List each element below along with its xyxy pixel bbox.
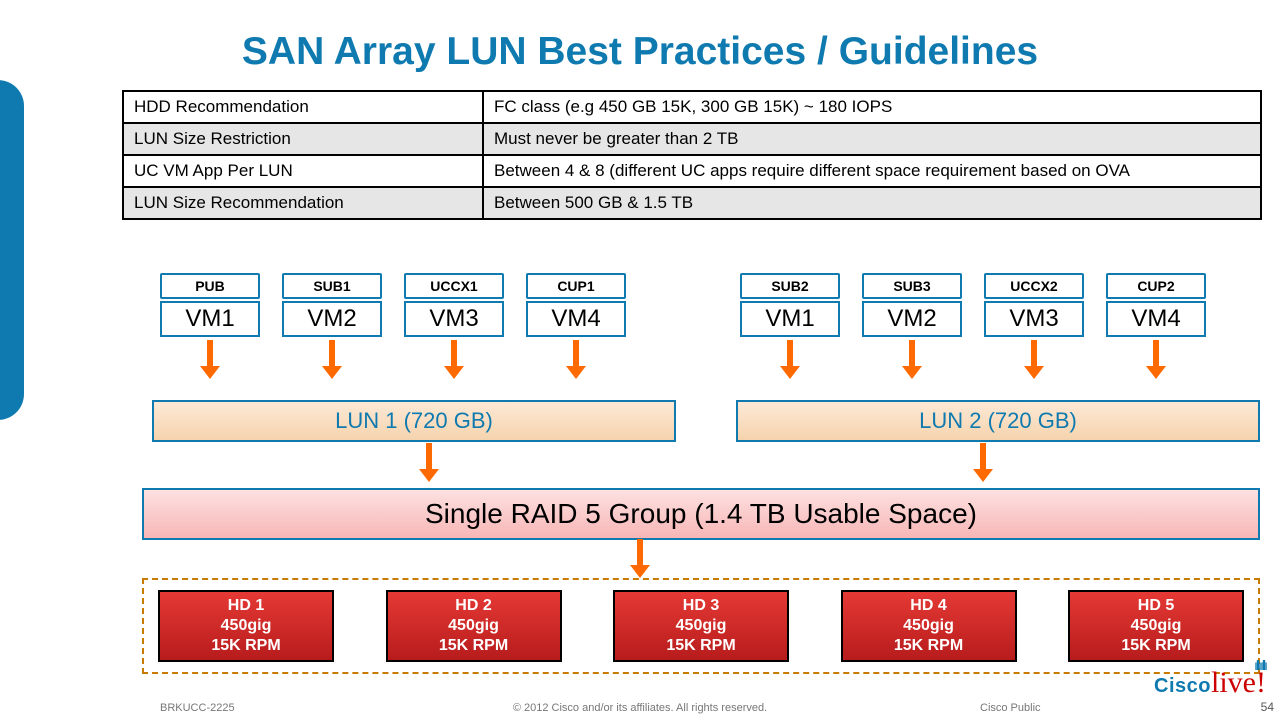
vm-box: VM1	[740, 301, 840, 337]
table-cell-value: Must never be greater than 2 TB	[483, 123, 1261, 155]
vm-column: CUP1 VM4	[526, 273, 626, 379]
lun-row: LUN 1 (720 GB) LUN 2 (720 GB)	[152, 400, 1260, 442]
table-row: HDD Recommendation FC class (e.g 450 GB …	[123, 91, 1261, 123]
vm-tag: CUP1	[526, 273, 626, 299]
hd-line: 450gig	[615, 616, 787, 636]
hd-line: 450gig	[1070, 616, 1242, 636]
table-cell-label: HDD Recommendation	[123, 91, 483, 123]
arrow-down-icon	[1106, 340, 1206, 379]
arrow-down-icon	[984, 340, 1084, 379]
hd-line: 15K RPM	[1070, 636, 1242, 656]
hd-line: 15K RPM	[388, 636, 560, 656]
table-row: LUN Size Restriction Must never be great…	[123, 123, 1261, 155]
table-cell-value: FC class (e.g 450 GB 15K, 300 GB 15K) ~ …	[483, 91, 1261, 123]
arrow-down-icon	[404, 340, 504, 379]
hd-container: HD 1 450gig 15K RPM HD 2 450gig 15K RPM …	[142, 578, 1260, 674]
table-row: UC VM App Per LUN Between 4 & 8 (differe…	[123, 155, 1261, 187]
hd-line: 15K RPM	[160, 636, 332, 656]
hd-box: HD 2 450gig 15K RPM	[386, 590, 562, 662]
vm-box: VM4	[1106, 301, 1206, 337]
vm-column: SUB3 VM2	[862, 273, 962, 379]
table-cell-label: LUN Size Restriction	[123, 123, 483, 155]
table-cell-label: UC VM App Per LUN	[123, 155, 483, 187]
vm-tag: UCCX2	[984, 273, 1084, 299]
arrow-down-icon	[630, 539, 650, 578]
arrow-down-icon	[862, 340, 962, 379]
vm-column: SUB2 VM1	[740, 273, 840, 379]
arrow-down-icon	[526, 340, 626, 379]
hd-line: 15K RPM	[843, 636, 1015, 656]
table-cell-value: Between 4 & 8 (different UC apps require…	[483, 155, 1261, 187]
hd-line: HD 1	[160, 596, 332, 616]
arrow-down-icon	[160, 340, 260, 379]
hd-line: 450gig	[160, 616, 332, 636]
arrow-down-icon	[973, 443, 993, 482]
hd-line: HD 4	[843, 596, 1015, 616]
hd-line: HD 5	[1070, 596, 1242, 616]
raid-group-box: Single RAID 5 Group (1.4 TB Usable Space…	[142, 488, 1260, 540]
hd-line: 15K RPM	[615, 636, 787, 656]
page-number: 54	[1261, 700, 1274, 714]
footer-copyright: © 2012 Cisco and/or its affiliates. All …	[300, 702, 980, 714]
arrow-down-icon	[419, 443, 439, 482]
lun-box: LUN 1 (720 GB)	[152, 400, 676, 442]
vm-box: VM2	[282, 301, 382, 337]
vm-column: PUB VM1	[160, 273, 260, 379]
hd-box: HD 4 450gig 15K RPM	[841, 590, 1017, 662]
vm-tag: SUB1	[282, 273, 382, 299]
hd-line: 450gig	[388, 616, 560, 636]
vm-tag: UCCX1	[404, 273, 504, 299]
table-cell-value: Between 500 GB & 1.5 TB	[483, 187, 1261, 219]
footer-classification: Cisco Public	[980, 702, 1280, 714]
hd-box: HD 1 450gig 15K RPM	[158, 590, 334, 662]
vm-group-1: PUB VM1 SUB1 VM2 UCCX1 VM3 CUP1 VM4	[160, 273, 626, 379]
slide-title: SAN Array LUN Best Practices / Guideline…	[0, 30, 1280, 74]
vm-box: VM3	[984, 301, 1084, 337]
hd-line: 450gig	[843, 616, 1015, 636]
vm-box: VM2	[862, 301, 962, 337]
vm-column: UCCX1 VM3	[404, 273, 504, 379]
vm-box: VM1	[160, 301, 260, 337]
cisco-live-logo: ıllııllı Ciscolive!	[1154, 661, 1266, 698]
vm-tag: CUP2	[1106, 273, 1206, 299]
hd-box: HD 3 450gig 15K RPM	[613, 590, 789, 662]
lun-to-raid-arrows	[152, 440, 1260, 482]
lun-box: LUN 2 (720 GB)	[736, 400, 1260, 442]
logo-brand: Cisco	[1154, 675, 1211, 697]
footer-session-id: BRKUCC-2225	[0, 702, 300, 714]
guidelines-table: HDD Recommendation FC class (e.g 450 GB …	[122, 90, 1262, 220]
table-cell-label: LUN Size Recommendation	[123, 187, 483, 219]
vm-tag: PUB	[160, 273, 260, 299]
vm-tag: SUB3	[862, 273, 962, 299]
vm-column: UCCX2 VM3	[984, 273, 1084, 379]
vm-box: VM4	[526, 301, 626, 337]
table-row: LUN Size Recommendation Between 500 GB &…	[123, 187, 1261, 219]
slide-footer: BRKUCC-2225 © 2012 Cisco and/or its affi…	[0, 702, 1280, 714]
vm-tag: SUB2	[740, 273, 840, 299]
arrow-down-icon	[740, 340, 840, 379]
vm-column: CUP2 VM4	[1106, 273, 1206, 379]
logo-sub: live!	[1211, 666, 1266, 699]
raid-to-hd-arrow	[630, 536, 650, 578]
arrow-down-icon	[282, 340, 382, 379]
hd-box: HD 5 450gig 15K RPM	[1068, 590, 1244, 662]
hd-line: HD 2	[388, 596, 560, 616]
vm-box: VM3	[404, 301, 504, 337]
slide-left-decoration	[0, 80, 24, 420]
hd-line: HD 3	[615, 596, 787, 616]
vm-group-2: SUB2 VM1 SUB3 VM2 UCCX2 VM3 CUP2 VM4	[740, 273, 1206, 379]
vm-column: SUB1 VM2	[282, 273, 382, 379]
